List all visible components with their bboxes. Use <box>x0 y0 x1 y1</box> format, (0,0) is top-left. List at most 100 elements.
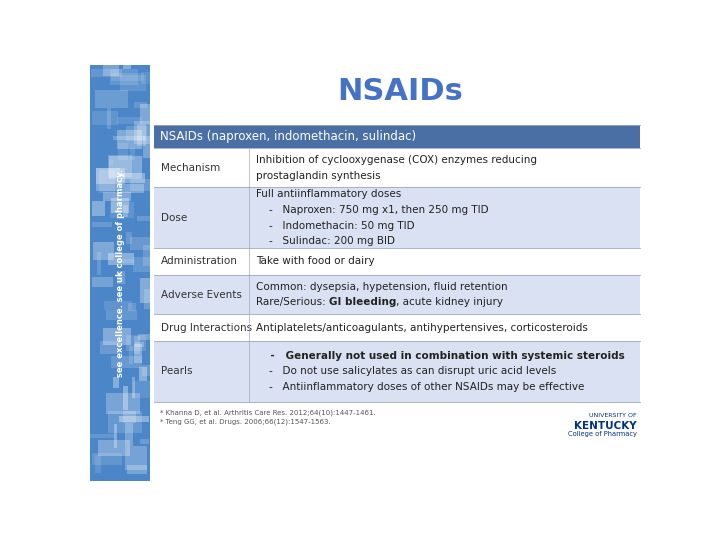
Bar <box>129 346 132 364</box>
Bar <box>123 205 127 217</box>
Text: Rare/Serious:: Rare/Serious: <box>256 298 329 307</box>
Bar <box>113 136 145 140</box>
Bar <box>118 143 128 160</box>
Bar <box>132 381 153 397</box>
Text: UNIVERSITY OF: UNIVERSITY OF <box>589 413 637 418</box>
Bar <box>91 434 115 438</box>
Text: -   Do not use salicylates as can disrupt uric acid levels: - Do not use salicylates as can disrupt … <box>256 367 556 376</box>
Bar <box>154 248 639 275</box>
Text: -   Sulindac: 200 mg BID: - Sulindac: 200 mg BID <box>256 237 395 246</box>
Bar <box>134 120 166 144</box>
Text: NSAIDs (naproxen, indomethacin, sulindac): NSAIDs (naproxen, indomethacin, sulindac… <box>160 130 416 143</box>
Bar <box>92 222 112 227</box>
Text: Mechanism: Mechanism <box>161 163 220 173</box>
Bar <box>100 341 120 354</box>
Text: Full antiinflammatory doses: Full antiinflammatory doses <box>256 189 401 199</box>
Text: -   Generally not used in combination with systemic steroids: - Generally not used in combination with… <box>256 350 624 361</box>
Text: see excellence. see uk college of pharmacy.: see excellence. see uk college of pharma… <box>116 168 125 377</box>
Text: , acute kidney injury: , acute kidney injury <box>396 298 503 307</box>
Bar <box>117 130 142 148</box>
Bar <box>106 393 140 414</box>
Bar <box>133 257 155 272</box>
Bar <box>117 117 142 125</box>
Text: Drug Interactions: Drug Interactions <box>161 323 252 333</box>
Bar <box>120 416 149 422</box>
Text: KENTUCKY: KENTUCKY <box>575 421 637 431</box>
Text: Take with food or dairy: Take with food or dairy <box>256 256 374 266</box>
Bar <box>109 411 142 434</box>
Bar <box>143 245 156 266</box>
Bar <box>127 465 147 474</box>
Bar <box>107 108 111 129</box>
Bar <box>90 65 150 481</box>
Bar <box>134 102 147 108</box>
Bar <box>132 377 135 398</box>
Text: GI bleeding: GI bleeding <box>329 298 396 307</box>
Bar <box>104 301 132 310</box>
Bar <box>92 277 113 287</box>
Bar <box>96 455 102 473</box>
Text: -   Indomethacin: 50 mg TID: - Indomethacin: 50 mg TID <box>256 220 414 231</box>
Bar <box>91 69 122 77</box>
Bar <box>140 278 176 302</box>
Bar <box>110 69 138 85</box>
Bar <box>109 156 142 179</box>
Bar <box>144 289 159 309</box>
Bar <box>143 136 176 158</box>
Bar <box>99 170 115 193</box>
Bar <box>110 202 134 218</box>
Bar <box>154 275 639 314</box>
Text: NSAIDs: NSAIDs <box>337 77 463 106</box>
Text: Inhibition of cyclooxygenase (COX) enzymes reducing: Inhibition of cyclooxygenase (COX) enzym… <box>256 155 536 165</box>
Bar <box>120 76 146 91</box>
Text: Pearls: Pearls <box>161 367 192 376</box>
Bar <box>123 54 131 69</box>
Bar <box>117 271 125 284</box>
Bar <box>137 216 150 221</box>
Bar <box>120 173 145 184</box>
Bar <box>111 356 142 368</box>
Bar <box>111 198 129 213</box>
Text: Administration: Administration <box>161 256 238 266</box>
Bar <box>138 334 153 340</box>
Bar <box>92 111 119 125</box>
Bar <box>139 367 147 381</box>
Bar <box>96 168 125 184</box>
Bar <box>95 90 128 107</box>
Bar <box>123 386 128 410</box>
Bar <box>91 454 122 465</box>
Text: Dose: Dose <box>161 213 187 222</box>
Text: -   Naproxen: 750 mg x1, then 250 mg TID: - Naproxen: 750 mg x1, then 250 mg TID <box>256 205 488 215</box>
Bar <box>91 201 105 216</box>
Bar <box>123 411 136 423</box>
Bar <box>106 310 138 320</box>
Bar <box>135 342 144 347</box>
Text: Antiplatelets/anticoagulants, antihypertensives, corticosteroids: Antiplatelets/anticoagulants, antihypert… <box>256 323 588 333</box>
Text: College of Pharmacy: College of Pharmacy <box>568 431 637 437</box>
Bar <box>120 184 144 193</box>
Bar <box>99 440 130 456</box>
Bar <box>138 124 146 146</box>
Bar <box>103 53 119 76</box>
Bar <box>103 192 131 201</box>
Bar <box>134 335 140 354</box>
Bar <box>130 179 156 191</box>
Text: prostaglandin synthesis: prostaglandin synthesis <box>256 171 380 180</box>
Bar <box>127 303 136 310</box>
Text: Common: dysepsia, hypetension, fluid retention: Common: dysepsia, hypetension, fluid ret… <box>256 282 508 292</box>
Bar <box>130 237 153 250</box>
Bar <box>112 377 120 388</box>
Text: -   Antiinflammatory doses of other NSAIDs may be effective: - Antiinflammatory doses of other NSAIDs… <box>256 382 584 392</box>
Bar <box>93 242 114 260</box>
Bar <box>126 335 146 351</box>
Bar <box>134 343 143 363</box>
Bar <box>140 104 158 124</box>
Bar <box>154 187 639 248</box>
Bar <box>125 446 147 470</box>
Bar <box>125 423 133 445</box>
Bar <box>140 438 149 444</box>
Bar <box>141 72 174 84</box>
Bar <box>96 168 120 191</box>
Bar <box>117 259 134 263</box>
Bar <box>126 233 132 244</box>
